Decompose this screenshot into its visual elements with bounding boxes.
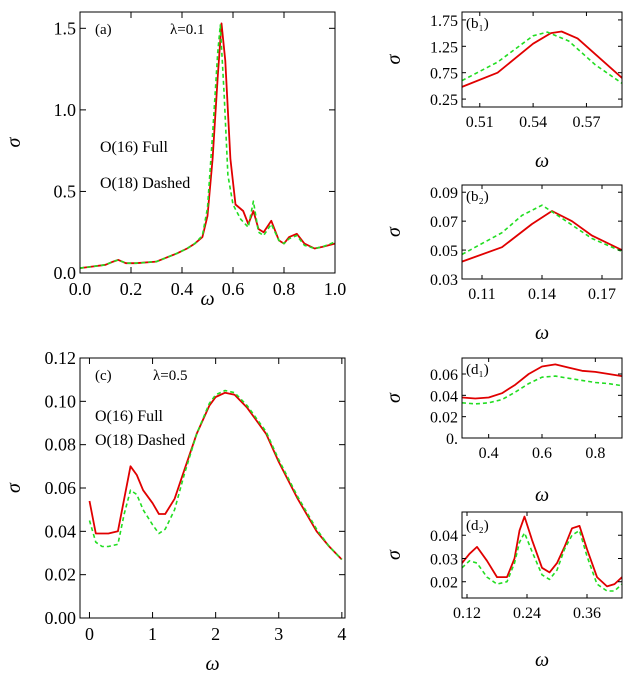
y-tick-label-b1: 1.75: [430, 13, 458, 30]
y-tick-label-b2: 0.03: [430, 272, 458, 289]
x-tick-label-d2: 0.12: [453, 605, 481, 622]
y-tick-label-b1: 0.25: [430, 92, 458, 109]
y-tick-label-b2: 0.09: [430, 185, 458, 202]
x-axis-label-b2: ω: [535, 322, 549, 344]
lambda-label-c: λ=0.5: [153, 368, 187, 384]
series-dashed-d1: [462, 375, 622, 405]
y-tick-label-c: 0.00: [45, 608, 77, 628]
x-tick-label-c: 3: [274, 624, 283, 644]
x-tick-label-a: 1.0: [324, 279, 347, 299]
y-axis-label-d1: σ: [383, 392, 405, 403]
series-dashed-b1: [462, 31, 622, 84]
y-axis-label-c: σ: [3, 482, 25, 493]
x-tick-label-b1: 0.51: [466, 114, 494, 131]
series-full-d1: [462, 363, 622, 400]
y-tick-label-c: 0.04: [45, 521, 77, 541]
x-axis-label-b1: ω: [535, 150, 549, 172]
x-tick-label-b2: 0.11: [468, 286, 495, 303]
x-tick-label-c: 2: [211, 624, 220, 644]
x-tick-label-b1: 0.54: [519, 114, 547, 131]
series-dashed-a: [80, 24, 335, 269]
x-tick-label-c: 4: [337, 624, 346, 644]
y-tick-label-a: 0.0: [54, 263, 77, 283]
y-tick-label-d1: 0.04: [430, 388, 458, 405]
plot-frame-c: [79, 357, 346, 619]
legend-full-c: O(16) Full: [95, 408, 164, 425]
y-tick-label-c: 0.10: [45, 391, 77, 411]
series-dashed-c: [88, 389, 343, 561]
legend-dashed-c: O(18) Dashed: [95, 432, 185, 449]
x-tick-label-a: 0.4: [171, 279, 194, 299]
panel-d2: 0.12 0.24 0.36 0.02 0.03 0.04 ω σ (d₂): [383, 511, 623, 671]
x-tick-label-d2: 0.36: [573, 605, 601, 622]
panel-tag-d2: (d₂): [466, 518, 489, 534]
y-tick-label-c: 0.02: [45, 565, 77, 585]
x-tick-label-b1: 0.57: [572, 114, 600, 131]
x-axis-label-c: ω: [205, 653, 219, 675]
series-dashed-b2: [462, 204, 622, 256]
y-tick-label-d1: 0.06: [430, 367, 458, 384]
panel-tag-d1: (d₁): [466, 362, 489, 378]
y-tick-label-d2: 0.02: [430, 575, 458, 592]
y-tick-label-d2: 0.04: [430, 528, 458, 545]
x-tick-label-b2: 0.14: [528, 286, 556, 303]
legend-dashed-a: O(18) Dashed: [100, 175, 190, 192]
panel-b1: 0.51 0.54 0.57 0.25 0.75 1.25 1.75 ω σ (b₁): [383, 11, 623, 172]
y-axis-label-d2: σ: [383, 549, 405, 560]
x-tick-label-c: 1: [148, 624, 157, 644]
panel-tag-b1: (b₁): [466, 16, 489, 32]
y-tick-label-b1: 0.75: [430, 66, 458, 83]
panel-tag-a: (a): [95, 22, 112, 38]
x-tick-label-a: 0.0: [69, 279, 92, 299]
y-axis-label-a: σ: [3, 136, 25, 147]
x-axis-label-a: ω: [200, 288, 214, 310]
x-tick-label-a: 0.8: [273, 279, 296, 299]
y-tick-label-d2: 0.03: [430, 551, 458, 568]
panel-d1: 0.4 0.6 0.8 0. 0.02 0.04 0.06 ω σ (d₁): [383, 357, 623, 506]
x-tick-label-d1: 0.8: [585, 445, 605, 462]
series-full-c: [88, 391, 343, 561]
y-tick-label-b1: 1.25: [430, 39, 458, 56]
plot-frame-a: [79, 11, 336, 274]
x-tick-label-d2: 0.24: [513, 605, 541, 622]
plot-frame-d2: [461, 511, 623, 599]
y-tick-label-a: 1.5: [54, 18, 77, 38]
y-tick-label-a: 1.0: [54, 100, 77, 120]
y-tick-label-a: 0.5: [54, 181, 77, 201]
panel-b2: 0.11 0.14 0.17 0.03 0.05 0.07 0.09 ω σ (b₂): [383, 184, 623, 344]
y-axis-label-b1: σ: [383, 53, 405, 64]
plot-frame-b1: [461, 11, 623, 108]
y-tick-label-b2: 0.05: [430, 243, 458, 260]
series-dashed-d2: [462, 529, 622, 592]
x-tick-label-b2: 0.17: [588, 286, 616, 303]
x-tick-label-a: 0.6: [222, 279, 245, 299]
panel-a: 0.0 0.2 0.4 0.6 0.8 1.0 0.0 0.5 1.0 1.5 ω σ (a) λ=0.1…: [3, 11, 347, 310]
series-full-b2: [462, 210, 622, 263]
series-full-d2: [462, 515, 622, 588]
panel-tag-c: (c): [95, 368, 112, 384]
x-axis-label-d2: ω: [535, 649, 549, 671]
y-tick-label-c: 0.08: [45, 435, 77, 455]
y-tick-label-d1: 0.02: [430, 410, 458, 427]
series-full-b1: [462, 30, 622, 88]
y-tick-label-c: 0.12: [45, 348, 77, 368]
x-tick-label-d1: 0.6: [532, 445, 552, 462]
legend-full-a: O(16) Full: [100, 139, 169, 156]
x-tick-label-a: 0.2: [120, 279, 143, 299]
y-tick-label-d1: 0.: [446, 431, 458, 448]
x-tick-label-c: 0: [85, 624, 94, 644]
panel-tag-b2: (b₂): [466, 189, 489, 205]
x-axis-label-d1: ω: [535, 484, 549, 506]
lambda-label-a: λ=0.1: [170, 22, 204, 38]
panel-c: 0 1 2 3 4 0.00 0.02 0.04 0.06 0.08 0.10 0.12 ω σ (c) λ=…: [3, 348, 346, 675]
y-tick-label-c: 0.06: [45, 478, 77, 498]
y-tick-label-b2: 0.07: [430, 214, 458, 231]
x-tick-label-d1: 0.4: [479, 445, 499, 462]
y-axis-label-b2: σ: [383, 226, 405, 237]
